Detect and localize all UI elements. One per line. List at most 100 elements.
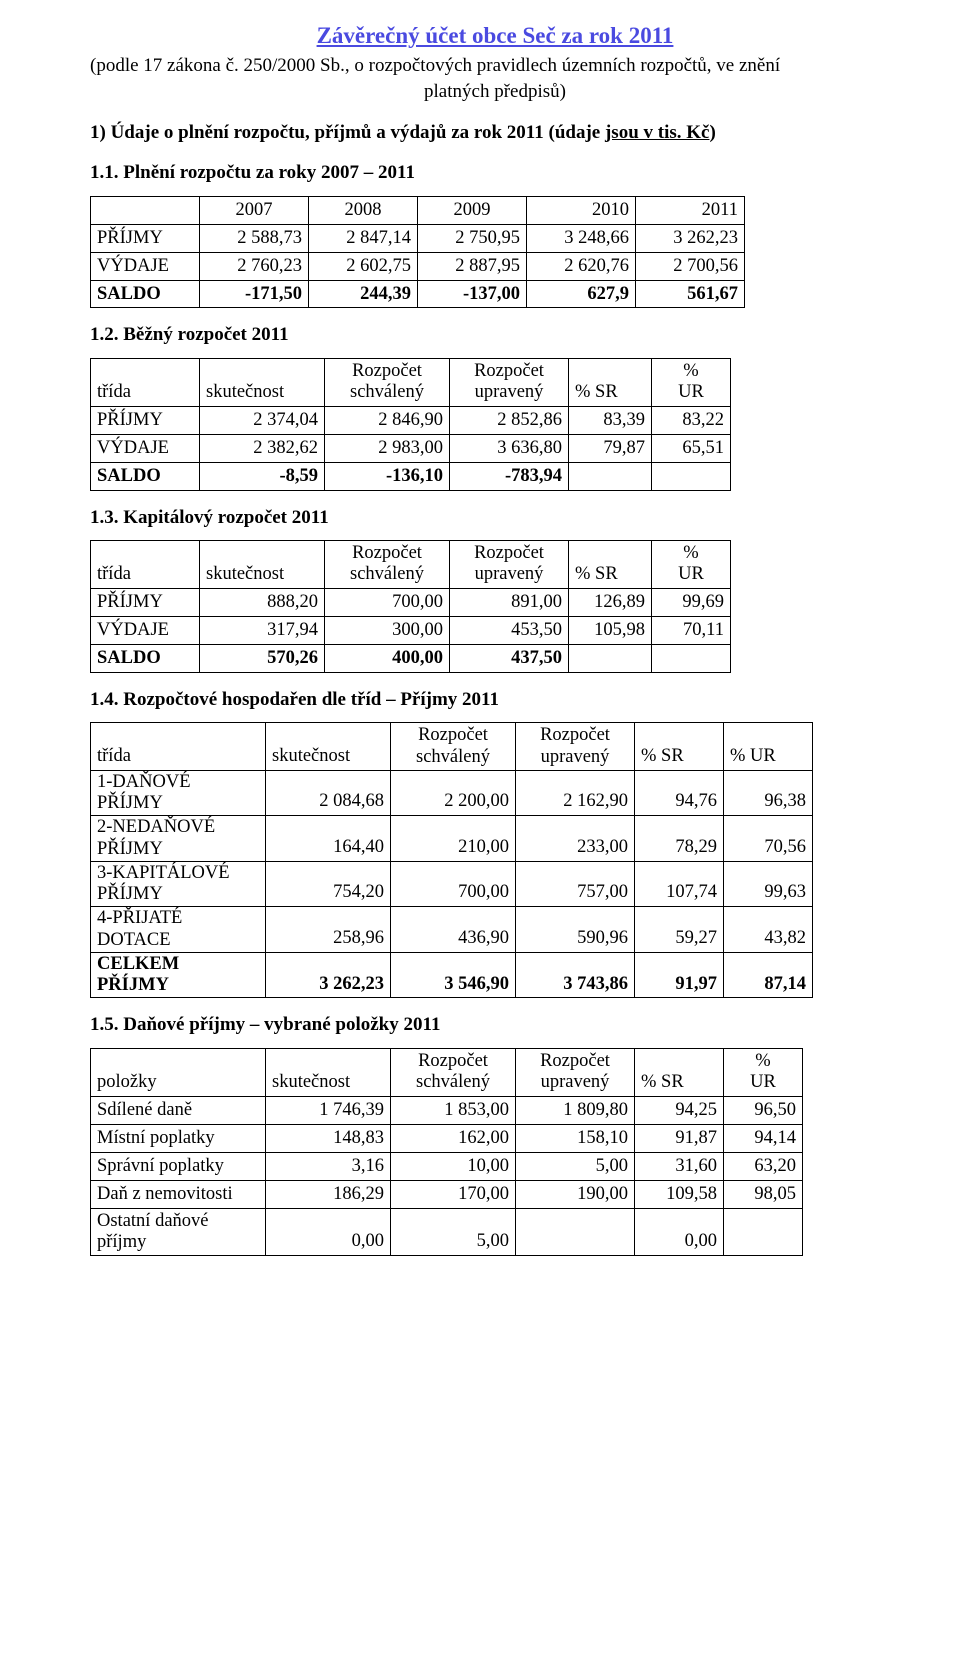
cell: 94,14 xyxy=(724,1124,803,1152)
section-1-pre: 1) Údaje o plnění rozpočtu, příjmů a výd… xyxy=(90,122,605,143)
table-1-4: třída skutečnost Rozpočetschválený Rozpo… xyxy=(90,722,813,998)
lbl: Rozpočet xyxy=(418,1051,488,1071)
lbl: Rozpočet xyxy=(352,543,422,563)
heading-1-2: 1.2. Běžný rozpočet 2011 xyxy=(90,322,900,348)
lbl: schválený xyxy=(350,564,424,584)
col-rozpocet-upraveny: Rozpočetupravený xyxy=(516,723,635,771)
cell: -8,59 xyxy=(200,462,325,490)
lbl: % xyxy=(755,1051,770,1071)
table-1-3: třída skutečnost Rozpočetschválený Rozpo… xyxy=(90,540,731,672)
row-label: 4-PŘIJATÉDOTACE xyxy=(91,907,266,953)
row-label: PŘÍJMY xyxy=(91,224,200,252)
subtitle-line1: (podle 17 zákona č. 250/2000 Sb., o rozp… xyxy=(90,53,900,79)
cell: 2 084,68 xyxy=(266,770,391,816)
row-label: SALDO xyxy=(91,644,200,672)
col-skutecnost: skutečnost xyxy=(200,359,325,407)
row-label: Ostatní daňovépříjmy xyxy=(91,1208,266,1256)
col-skutecnost: skutečnost xyxy=(266,1049,391,1097)
col-pct-ur: %UR xyxy=(724,1049,803,1097)
cell: -171,50 xyxy=(200,280,309,308)
col-skutecnost: skutečnost xyxy=(200,541,325,589)
table-row: Ostatní daňovépříjmy 0,00 5,00 0,00 xyxy=(91,1208,803,1256)
cell: -136,10 xyxy=(325,462,450,490)
cell: 43,82 xyxy=(724,907,813,953)
row-label: PŘÍJMY xyxy=(91,406,200,434)
cell: -137,00 xyxy=(418,280,527,308)
cell: 99,63 xyxy=(724,861,813,907)
table-row: Místní poplatky 148,83 162,00 158,10 91,… xyxy=(91,1124,803,1152)
row-label: 3-KAPITÁLOVÉPŘÍJMY xyxy=(91,861,266,907)
section-1-heading: 1) Údaje o plnění rozpočtu, příjmů a výd… xyxy=(90,120,900,146)
row-label: VÝDAJE xyxy=(91,434,200,462)
cell: 2 620,76 xyxy=(527,252,636,280)
cell: 300,00 xyxy=(325,616,450,644)
table-row: Správní poplatky 3,16 10,00 5,00 31,60 6… xyxy=(91,1152,803,1180)
table-row: SALDO -8,59 -136,10 -783,94 xyxy=(91,462,731,490)
cell xyxy=(569,644,652,672)
cell: 158,10 xyxy=(516,1124,635,1152)
col-pct-sr: % SR xyxy=(569,359,652,407)
cell: 63,20 xyxy=(724,1152,803,1180)
cell: 59,27 xyxy=(635,907,724,953)
cell: 317,94 xyxy=(200,616,325,644)
lbl: Rozpočet xyxy=(474,361,544,381)
cell: 5,00 xyxy=(516,1152,635,1180)
table-row: SALDO -171,50 244,39 -137,00 627,9 561,6… xyxy=(91,280,745,308)
row-label: Místní poplatky xyxy=(91,1124,266,1152)
cell: 91,87 xyxy=(635,1124,724,1152)
cell xyxy=(724,1208,803,1256)
col-year: 2010 xyxy=(527,196,636,224)
col-rozpocet-schvaleny: Rozpočetschválený xyxy=(325,359,450,407)
table-row-total: CELKEMPŘÍJMY 3 262,23 3 546,90 3 743,86 … xyxy=(91,952,813,998)
cell: 233,00 xyxy=(516,816,635,862)
cell: 83,39 xyxy=(569,406,652,434)
col-rozpocet-upraveny: Rozpočetupravený xyxy=(516,1049,635,1097)
cell: 590,96 xyxy=(516,907,635,953)
table-row: třída skutečnost Rozpočetschválený Rozpo… xyxy=(91,723,813,771)
cell: 453,50 xyxy=(450,616,569,644)
row-label: SALDO xyxy=(91,462,200,490)
cell: 170,00 xyxy=(391,1180,516,1208)
cell: 91,97 xyxy=(635,952,724,998)
cell: 2 852,86 xyxy=(450,406,569,434)
cell xyxy=(516,1208,635,1256)
cell: 561,67 xyxy=(636,280,745,308)
lbl: schválený xyxy=(350,382,424,402)
col-pct-sr: % SR xyxy=(635,723,724,771)
lbl: 4-PŘIJATÉ xyxy=(97,908,182,928)
lbl: Rozpočet xyxy=(474,543,544,563)
table-row: 1-DAŇOVÉPŘÍJMY 2 084,68 2 200,00 2 162,9… xyxy=(91,770,813,816)
cell: 94,25 xyxy=(635,1096,724,1124)
cell: 2 887,95 xyxy=(418,252,527,280)
cell: 2 760,23 xyxy=(200,252,309,280)
cell: 162,00 xyxy=(391,1124,516,1152)
cell: 87,14 xyxy=(724,952,813,998)
row-label: SALDO xyxy=(91,280,200,308)
lbl: Rozpočet xyxy=(352,361,422,381)
cell: 436,90 xyxy=(391,907,516,953)
doc-title: Závěrečný účet obce Seč za rok 2011 xyxy=(90,20,900,51)
cell: 3 262,23 xyxy=(266,952,391,998)
col-trida: třída xyxy=(91,723,266,771)
table-row: Sdílené daně 1 746,39 1 853,00 1 809,80 … xyxy=(91,1096,803,1124)
cell: 70,56 xyxy=(724,816,813,862)
cell xyxy=(652,462,731,490)
cell: 31,60 xyxy=(635,1152,724,1180)
lbl: DOTACE xyxy=(97,930,171,950)
cell: 2 374,04 xyxy=(200,406,325,434)
lbl: Rozpočet xyxy=(540,1051,610,1071)
row-label: Správní poplatky xyxy=(91,1152,266,1180)
cell: 258,96 xyxy=(266,907,391,953)
col-year: 2009 xyxy=(418,196,527,224)
cell: 65,51 xyxy=(652,434,731,462)
cell: 3 743,86 xyxy=(516,952,635,998)
col-pct-sr: % SR xyxy=(635,1049,724,1097)
cell xyxy=(652,644,731,672)
table-row: 3-KAPITÁLOVÉPŘÍJMY 754,20 700,00 757,00 … xyxy=(91,861,813,907)
row-label: 2-NEDAŇOVÉPŘÍJMY xyxy=(91,816,266,862)
cell: 627,9 xyxy=(527,280,636,308)
col-rozpocet-schvaleny: Rozpočetschválený xyxy=(325,541,450,589)
table-row: 4-PŘIJATÉDOTACE 258,96 436,90 590,96 59,… xyxy=(91,907,813,953)
lbl: upravený xyxy=(475,382,544,402)
table-row: VÝDAJE 317,94 300,00 453,50 105,98 70,11 xyxy=(91,616,731,644)
